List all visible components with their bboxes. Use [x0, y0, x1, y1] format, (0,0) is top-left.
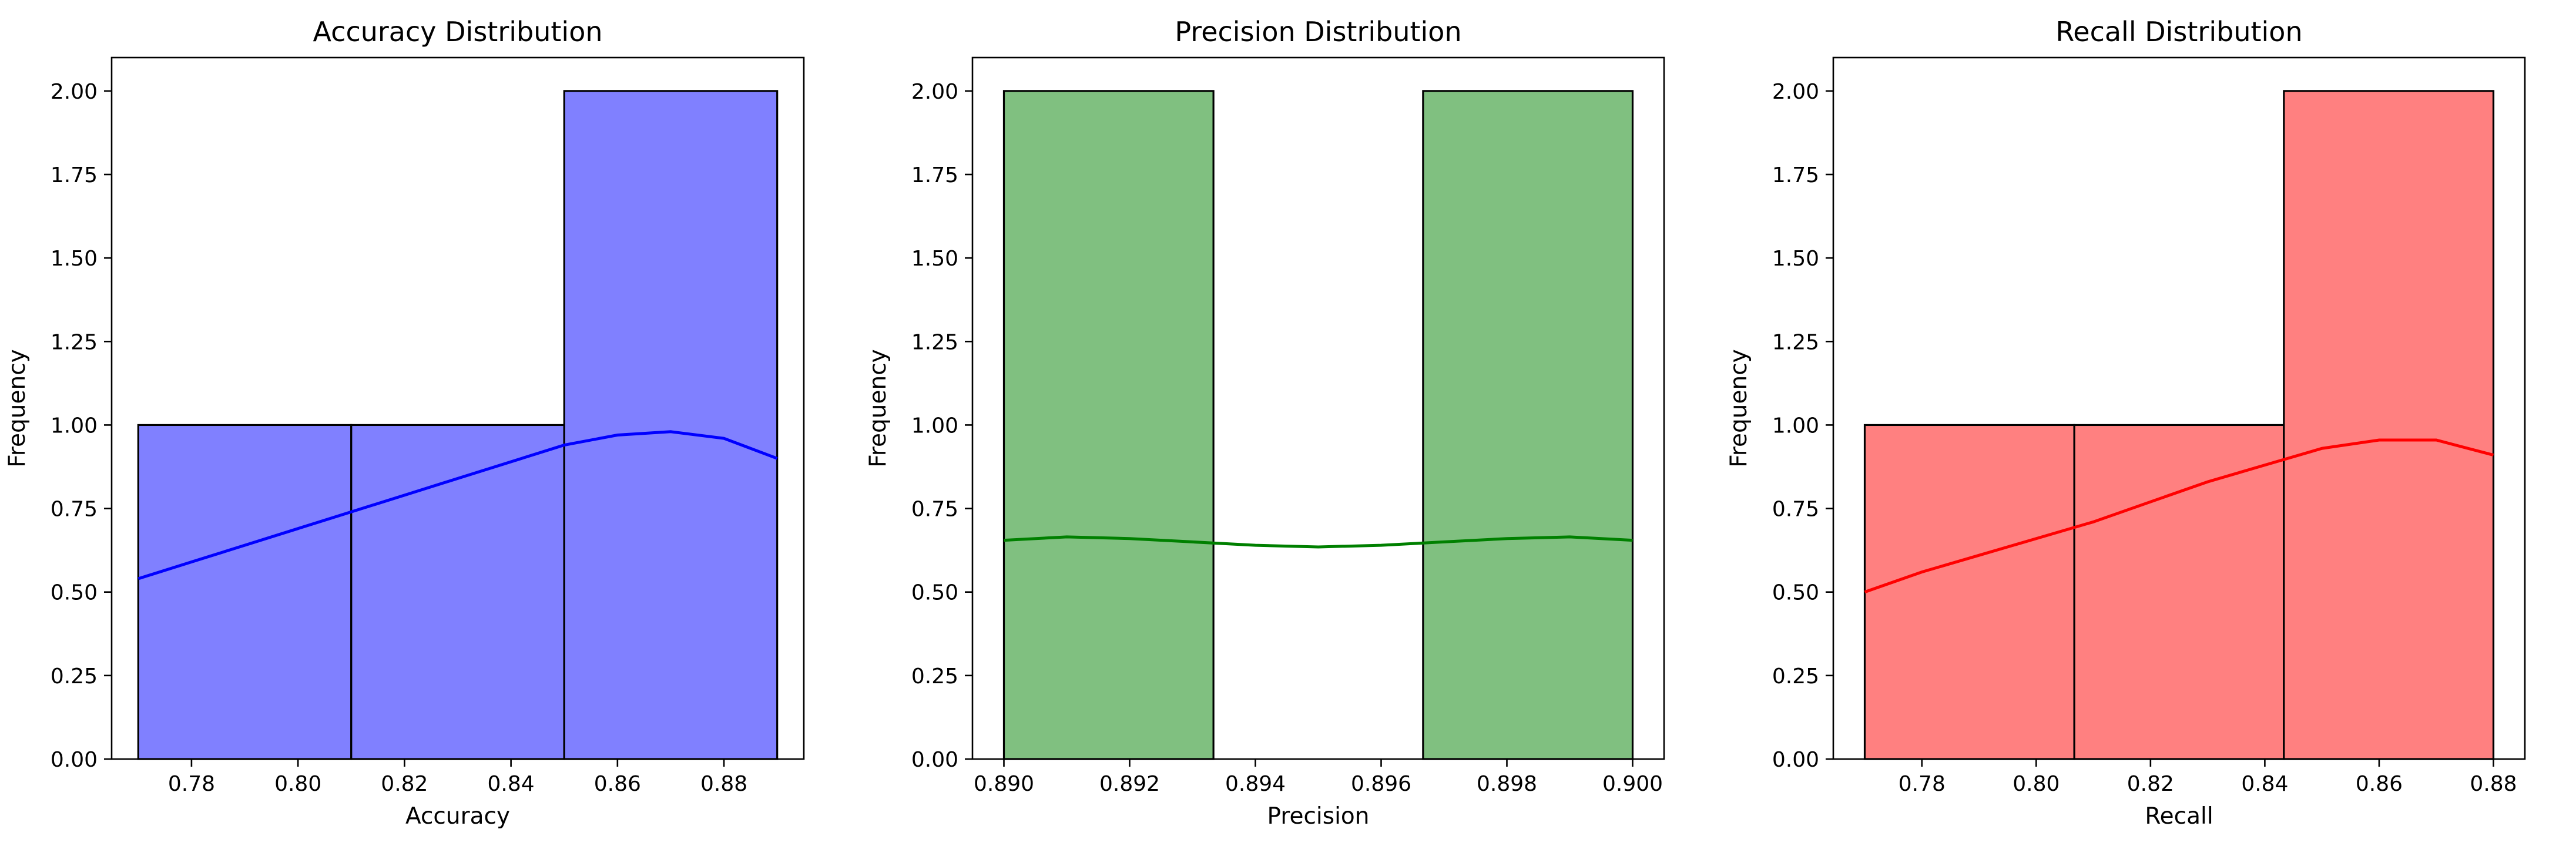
y-tick-label: 1.25 [51, 330, 98, 354]
y-tick-label: 1.25 [1772, 330, 1819, 354]
chart-title: Accuracy Distribution [313, 16, 603, 48]
x-tick-label: 0.86 [2356, 772, 2403, 796]
y-axis-label: Frequency [4, 349, 31, 467]
x-tick-label: 0.82 [2127, 772, 2174, 796]
histogram-bar [350, 424, 565, 760]
y-tick-label: 1.50 [911, 247, 958, 271]
y-tick-label: 0.25 [911, 664, 958, 689]
y-tick-label: 0.00 [911, 748, 958, 772]
chart-title: Precision Distribution [1175, 16, 1461, 48]
y-tick-label: 0.00 [1772, 748, 1819, 772]
x-tick-label: 0.898 [1477, 772, 1537, 796]
histogram-bar [1863, 424, 2075, 760]
y-tick-label: 1.50 [1772, 247, 1819, 271]
x-axis: 0.890 0.892 0.894 0.896 0.898 0.900 [974, 759, 1663, 796]
histogram-bars [137, 90, 779, 760]
x-tick-label: 0.78 [168, 772, 215, 796]
x-axis: 0.78 0.80 0.82 0.84 0.86 0.88 [1899, 759, 2517, 796]
histogram-bar [2283, 90, 2495, 760]
kde-curve [1864, 438, 2494, 594]
x-tick-label: 0.78 [1899, 772, 1946, 796]
x-tick-label: 0.890 [974, 772, 1034, 796]
chart-panel-2: 0.890 0.892 0.894 0.896 0.898 0.9000.000.250.… [865, 16, 1665, 830]
histogram-bars [1863, 90, 2495, 760]
x-tick-label: 0.80 [274, 772, 321, 796]
x-tick-label: 0.894 [1225, 772, 1286, 796]
histogram-bar [137, 424, 353, 760]
histogram-bar [563, 90, 779, 760]
x-axis: 0.78 0.80 0.82 0.84 0.86 0.88 [168, 759, 747, 796]
y-tick-label: 1.00 [51, 414, 98, 438]
kde-curve [1004, 535, 1633, 549]
x-axis-label: Recall [2145, 803, 2213, 830]
y-tick-label: 0.50 [1772, 581, 1819, 605]
y-tick-label: 1.75 [51, 163, 98, 187]
y-tick-label: 0.50 [51, 581, 98, 605]
y-tick-label: 2.00 [911, 80, 958, 104]
y-axis: 0.00 0.25 0.50 0.75 1.00 1.25 1.50 1.75 2.00 [51, 80, 112, 772]
histogram-bars [1002, 90, 1634, 760]
chart-panel-3: 0.78 0.80 0.82 0.84 0.86 0.88 0.00 0.25 0.50 0.75… [1726, 16, 2526, 830]
axes-frame [110, 56, 805, 760]
y-tick-label: 0.75 [911, 498, 958, 522]
x-tick-label: 0.80 [2012, 772, 2060, 796]
x-tick-label: 0.84 [2241, 772, 2288, 796]
y-axis: 0.00 0.25 0.50 0.75 1.00 1.25 1.50 1.75 2.00 [1772, 80, 1833, 772]
x-axis-label: Accuracy [405, 803, 510, 830]
x-tick-label: 0.84 [488, 772, 535, 796]
x-tick-label: 0.88 [700, 772, 747, 796]
chart-title: Recall Distribution [2055, 16, 2302, 48]
histogram-bar [1422, 90, 1634, 760]
y-tick-label: 0.25 [51, 664, 98, 689]
y-tick-label: 2.00 [51, 80, 98, 104]
y-axis-label: Frequency [1726, 349, 1752, 467]
y-tick-label: 1.75 [911, 163, 958, 187]
x-tick-label: 0.892 [1099, 772, 1160, 796]
histogram-bar [1002, 90, 1215, 760]
chart-panel-1: 0.78 0.80 0.82 0.84 0.86 0.88 0.00 0.25 0.50 0.75… [4, 16, 805, 830]
y-tick-label: 1.75 [1772, 163, 1819, 187]
histogram-bar [2073, 424, 2285, 760]
y-tick-label: 0.25 [1772, 664, 1819, 689]
x-tick-label: 0.900 [1602, 772, 1663, 796]
y-tick-label: 1.00 [1772, 414, 1819, 438]
x-tick-label: 0.88 [2470, 772, 2517, 796]
y-tick-label: 0.75 [1772, 498, 1819, 522]
y-tick-label: 0.00 [51, 748, 98, 772]
kde-curve [137, 430, 778, 580]
x-tick-label: 0.86 [594, 772, 641, 796]
axes-frame [1832, 56, 2526, 760]
y-tick-label: 2.00 [1772, 80, 1819, 104]
x-tick-label: 0.82 [381, 772, 428, 796]
y-tick-label: 0.50 [911, 581, 958, 605]
y-tick-label: 1.00 [911, 414, 958, 438]
y-axis-label: Frequency [865, 349, 891, 467]
y-tick-label: 1.25 [911, 330, 958, 354]
x-axis-label: Precision [1267, 803, 1369, 830]
y-axis: 0.00 0.25 0.50 0.75 1.00 1.25 1.50 1.75 2.00 [911, 80, 972, 772]
y-tick-label: 0.75 [51, 498, 98, 522]
y-tick-label: 1.50 [51, 247, 98, 271]
axes-frame [971, 56, 1665, 760]
x-tick-label: 0.896 [1351, 772, 1411, 796]
